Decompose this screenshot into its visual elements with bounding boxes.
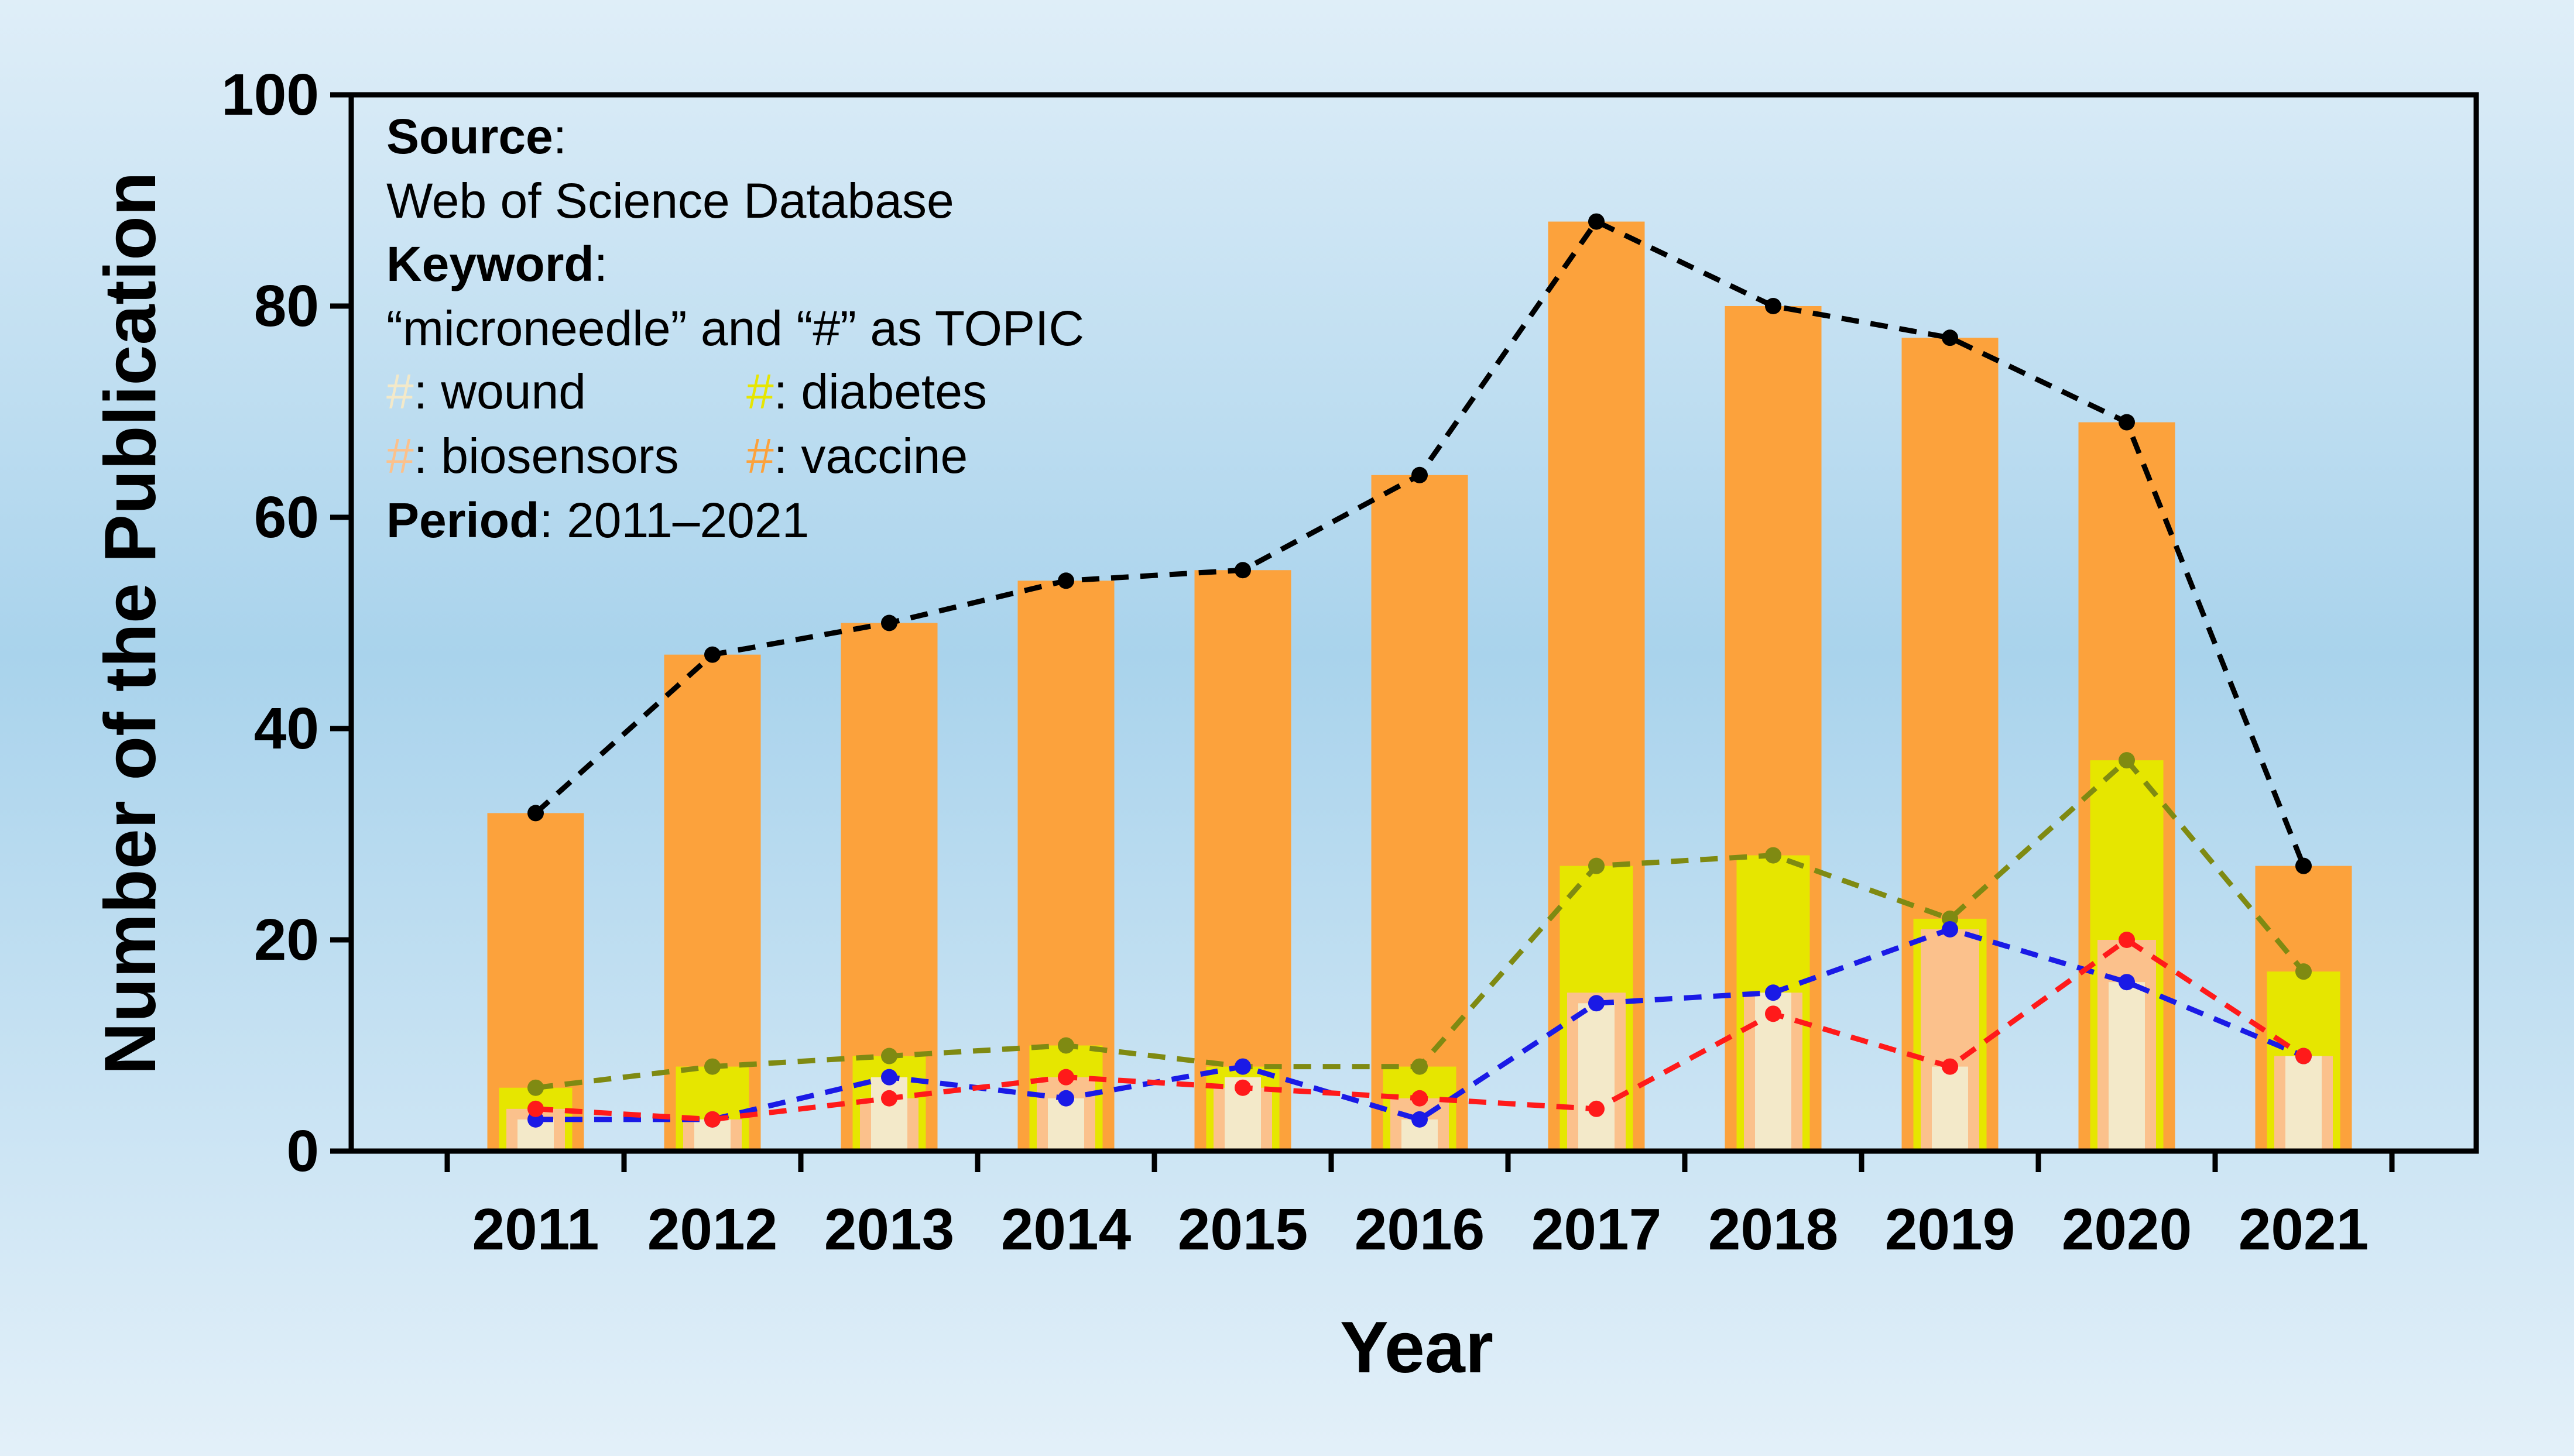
point-total-2012: [704, 646, 721, 663]
svg-text:Keyword:: Keyword:: [386, 236, 608, 291]
x-tick-label-2011: 2011: [472, 1197, 599, 1262]
x-tick-label-2015: 2015: [1178, 1197, 1308, 1262]
legend-wound-label: : wound: [414, 364, 586, 419]
point-vaccine-2017: [1588, 1100, 1605, 1117]
point-vaccine-2014: [1058, 1069, 1074, 1086]
point-total-2011: [527, 805, 544, 822]
x-tick-label-2020: 2020: [2062, 1197, 2192, 1262]
point-biosensors-2017: [1588, 995, 1605, 1012]
svg-text:#: biosensors: #: biosensors: [386, 428, 679, 483]
axes-layer: 0 20 40 60 80 100 2011 2012 2013 2014 2015 2016 2017…: [221, 62, 2479, 1262]
point-vaccine-2016: [1411, 1090, 1428, 1107]
point-vaccine-2020: [2119, 932, 2135, 948]
point-biosensors-2020: [2119, 974, 2135, 991]
legend-biosensors-hash: #: [386, 428, 414, 483]
point-vaccine-2015: [1235, 1079, 1251, 1096]
point-vaccine-2021: [2295, 1048, 2312, 1064]
legend-vaccine-label: : vaccine: [774, 428, 968, 483]
legend-period-value: : 2011–2021: [539, 493, 809, 548]
point-total-2020: [2119, 414, 2135, 431]
legend-keyword-label: Keyword: [386, 236, 594, 291]
y-tick-label-0: 0: [286, 1118, 319, 1184]
y-tick-label-80: 80: [254, 273, 319, 339]
svg-text:#: vaccine: #: vaccine: [746, 428, 968, 483]
bar-wound-2013: [871, 1077, 907, 1151]
point-diabetes-2016: [1411, 1058, 1428, 1075]
bar-wound-2019: [1932, 1066, 1968, 1151]
point-total-2019: [1942, 329, 1958, 346]
legend-keyword-value: “microneedle” and “#” as TOPIC: [386, 301, 1084, 356]
legend-source-value: Web of Science Database: [386, 173, 954, 228]
point-diabetes-2011: [527, 1079, 544, 1096]
y-tick-label-40: 40: [254, 696, 319, 761]
x-tick-label-2018: 2018: [1708, 1197, 1838, 1262]
point-biosensors-2018: [1765, 984, 1781, 1001]
point-biosensors-2016: [1411, 1111, 1428, 1128]
bar-wound-2017: [1578, 1003, 1615, 1151]
svg-text:#: diabetes: #: diabetes: [746, 364, 987, 419]
point-diabetes-2018: [1765, 847, 1781, 864]
svg-text:Period: 2011–2021: Period: 2011–2021: [386, 493, 809, 548]
legend-vaccine-hash: #: [746, 428, 774, 483]
point-diabetes-2017: [1588, 857, 1605, 874]
line-biosensors: [536, 926, 2305, 1122]
lines-layer: [527, 213, 2312, 1128]
point-total-2018: [1765, 298, 1781, 314]
legend-period-label: Period: [386, 493, 539, 548]
point-total-2021: [2295, 857, 2312, 874]
svg-text:Source:: Source:: [386, 109, 567, 164]
x-tick-label-2019: 2019: [1885, 1197, 2015, 1262]
x-tick-label-2016: 2016: [1355, 1197, 1485, 1262]
point-diabetes-2013: [881, 1048, 897, 1064]
legend-biosensors-label: : biosensors: [414, 428, 679, 483]
bar-wound-2021: [2285, 1056, 2322, 1151]
point-vaccine-2013: [881, 1090, 897, 1107]
point-total-2014: [1058, 572, 1074, 589]
legend: Source: Web of Science Database Keyword:…: [386, 109, 1084, 548]
bar-vaccine-2016: [1371, 475, 1468, 1151]
legend-source-label: Source: [386, 109, 553, 164]
point-diabetes-2020: [2119, 752, 2135, 769]
bar-wound-2020: [2109, 982, 2145, 1151]
point-diabetes-2012: [704, 1058, 721, 1075]
point-vaccine-2012: [704, 1111, 721, 1128]
point-biosensors-2019: [1942, 921, 1958, 938]
point-total-2017: [1588, 213, 1605, 230]
point-total-2016: [1411, 466, 1428, 483]
y-tick-label-100: 100: [221, 62, 319, 128]
x-tick-label-2017: 2017: [1531, 1197, 1661, 1262]
plot-frame: [348, 92, 2479, 1154]
point-biosensors-2013: [881, 1069, 897, 1086]
point-vaccine-2018: [1765, 1005, 1781, 1022]
legend-source-colon: :: [553, 109, 567, 164]
point-vaccine-2011: [527, 1100, 544, 1117]
svg-text:#: wound: #: wound: [386, 364, 586, 419]
x-tick-label-2014: 2014: [1001, 1197, 1132, 1262]
x-tick-label-2013: 2013: [824, 1197, 954, 1262]
legend-wound-hash: #: [386, 364, 414, 419]
point-biosensors-2015: [1235, 1058, 1251, 1075]
point-diabetes-2021: [2295, 963, 2312, 980]
point-vaccine-2019: [1942, 1058, 1958, 1075]
bar-vaccine-2015: [1194, 570, 1291, 1151]
y-tick-label-20: 20: [254, 907, 319, 973]
y-axis-title: Number of the Publication: [90, 171, 171, 1074]
legend-diabetes-hash: #: [746, 364, 774, 419]
x-axis-title: Year: [1340, 1307, 1493, 1388]
y-tick-label-60: 60: [254, 485, 319, 550]
x-tick-label-2021: 2021: [2239, 1197, 2369, 1262]
point-total-2015: [1235, 562, 1251, 579]
point-biosensors-2014: [1058, 1090, 1074, 1107]
bar-wound-2014: [1048, 1098, 1084, 1151]
legend-keyword-colon: :: [594, 236, 608, 291]
legend-diabetes-label: : diabetes: [774, 364, 987, 419]
point-diabetes-2014: [1058, 1037, 1074, 1054]
x-tick-label-2012: 2012: [647, 1197, 777, 1262]
point-total-2013: [881, 614, 897, 631]
